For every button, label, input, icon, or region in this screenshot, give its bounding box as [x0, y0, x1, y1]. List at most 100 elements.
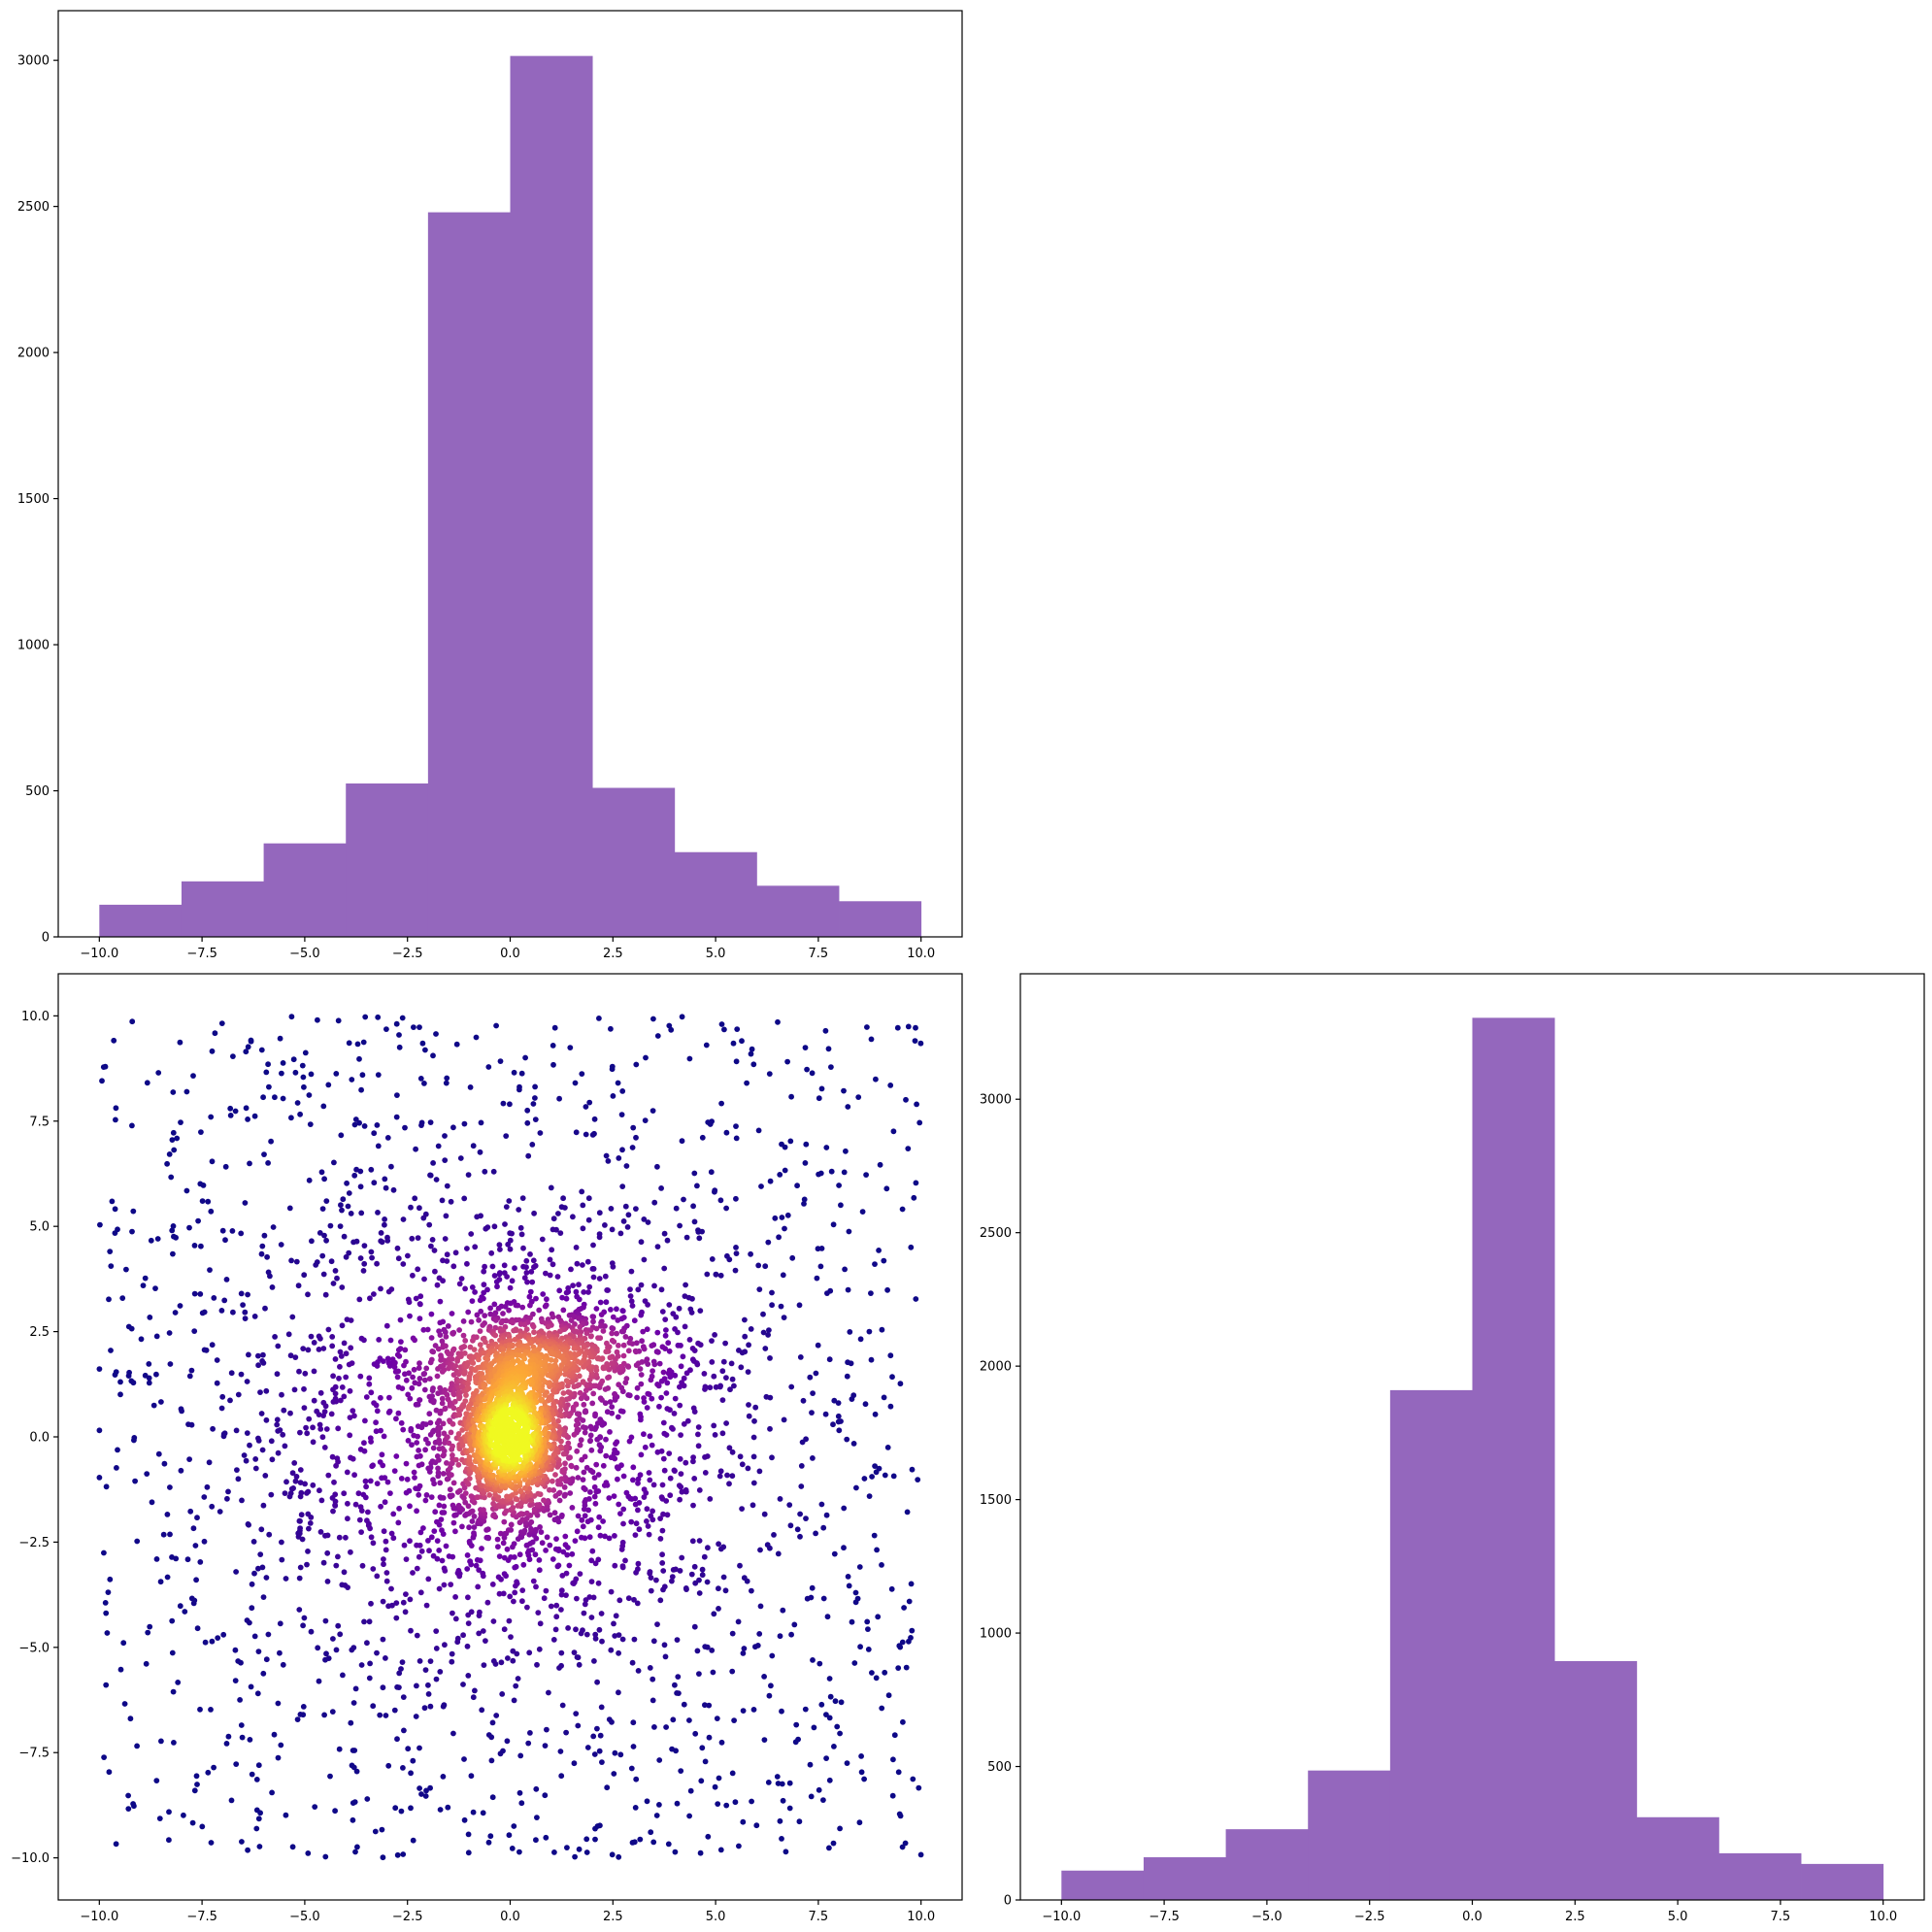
scatter-point	[619, 1539, 626, 1546]
scatter-point	[903, 1096, 909, 1103]
scatter-point	[99, 1078, 105, 1084]
scatter-point	[678, 1768, 684, 1774]
scatter-point	[339, 1284, 346, 1290]
scatter-point	[187, 1508, 194, 1515]
scatter-point	[183, 1088, 190, 1095]
scatter-point	[638, 1451, 645, 1458]
scatter-point	[325, 1655, 332, 1661]
scatter-point	[660, 1419, 667, 1426]
scatter-point	[300, 1704, 307, 1710]
scatter-point	[476, 1316, 482, 1323]
scatter-point	[519, 1598, 525, 1605]
scatter-point	[233, 1427, 240, 1434]
scatter-point	[482, 1263, 487, 1270]
scatter-point	[421, 1276, 427, 1282]
scatter-point	[824, 1290, 830, 1296]
scatter-point	[789, 1254, 796, 1261]
scatter-point	[813, 1370, 819, 1377]
scatter-point	[354, 1844, 360, 1850]
scatter-point	[616, 1155, 622, 1161]
scatter-point	[604, 1784, 611, 1791]
scatter-point	[416, 1397, 423, 1403]
scatter-point	[156, 1815, 163, 1821]
scatter-point	[879, 1562, 884, 1568]
scatter-point	[590, 1274, 597, 1281]
scatter-point	[411, 1024, 416, 1030]
scatter-point	[832, 1698, 839, 1705]
scatter-point	[769, 1302, 775, 1309]
scatter-point	[417, 1076, 424, 1082]
scatter-point	[568, 1266, 574, 1273]
scatter-point	[625, 1595, 632, 1602]
scatter-point	[838, 1202, 844, 1209]
scatter-point	[610, 1263, 616, 1270]
scatter-point	[777, 1817, 783, 1824]
scatter-point	[380, 1684, 386, 1691]
scatter-point	[899, 1206, 906, 1213]
scatter-point	[670, 1567, 677, 1573]
scatter-point	[335, 1425, 342, 1432]
scatter-point	[890, 1128, 897, 1135]
scatter-point	[283, 1479, 289, 1485]
scatter-point	[571, 1345, 578, 1351]
scatter-point	[400, 1765, 406, 1771]
scatter-point	[441, 1702, 448, 1709]
scatter-point	[781, 1315, 787, 1320]
scatter-point	[533, 1837, 539, 1844]
scatter-point	[370, 1703, 377, 1710]
scatter-point	[500, 1590, 507, 1597]
scatter-point	[96, 1366, 103, 1372]
scatter-point	[374, 1122, 381, 1128]
scatter-point	[565, 1382, 571, 1389]
scatter-point	[841, 1505, 848, 1512]
scatter-point	[481, 1268, 487, 1275]
scatter-point	[280, 1060, 286, 1066]
scatter-point	[681, 1701, 687, 1708]
scatter-point	[208, 1208, 215, 1215]
x-tick-label: −10.0	[80, 947, 118, 961]
scatter-point	[550, 1226, 556, 1233]
scatter-point	[366, 1618, 373, 1625]
scatter-point	[383, 1547, 389, 1553]
scatter-point	[471, 1514, 478, 1519]
scatter-point	[160, 1531, 167, 1538]
scatter-point	[741, 1646, 748, 1651]
x-tick-label: −2.5	[392, 947, 423, 961]
scatter-point	[846, 1228, 852, 1235]
scatter-point	[669, 1746, 675, 1752]
scatter-point	[913, 1296, 919, 1302]
scatter-point	[288, 1014, 295, 1020]
scatter-point	[312, 1804, 318, 1810]
scatter-point	[797, 1511, 803, 1517]
scatter-point	[709, 1648, 716, 1653]
scatter-point	[298, 1512, 305, 1518]
scatter-point	[421, 1081, 427, 1086]
scatter-point	[596, 1626, 603, 1633]
scatter-point	[885, 1692, 892, 1699]
scatter-point	[398, 1808, 405, 1815]
scatter-point	[592, 1836, 598, 1843]
scatter-point	[659, 1551, 665, 1558]
scatter-point	[493, 1279, 500, 1285]
scatter-point	[277, 1649, 283, 1656]
scatter-point	[750, 1480, 757, 1486]
scatter-point	[650, 1368, 655, 1374]
scatter-point	[378, 1394, 383, 1401]
scatter-point	[635, 1480, 641, 1486]
histogram-bar	[181, 881, 264, 937]
scatter-point	[846, 1582, 852, 1589]
scatter-point	[654, 1163, 660, 1170]
scatter-point	[525, 1152, 532, 1159]
scatter-point	[618, 1328, 625, 1335]
scatter-point	[866, 1328, 873, 1335]
scatter-point	[349, 1360, 355, 1366]
scatter-point	[702, 1454, 708, 1460]
scatter-point	[333, 1071, 340, 1077]
scatter-point	[469, 1298, 476, 1304]
scatter-point	[624, 1224, 631, 1230]
scatter-point	[331, 1159, 337, 1166]
scatter-point	[660, 1511, 666, 1517]
scatter-point	[444, 1251, 450, 1258]
scatter-point	[364, 1640, 370, 1647]
scatter-point	[166, 1837, 172, 1844]
